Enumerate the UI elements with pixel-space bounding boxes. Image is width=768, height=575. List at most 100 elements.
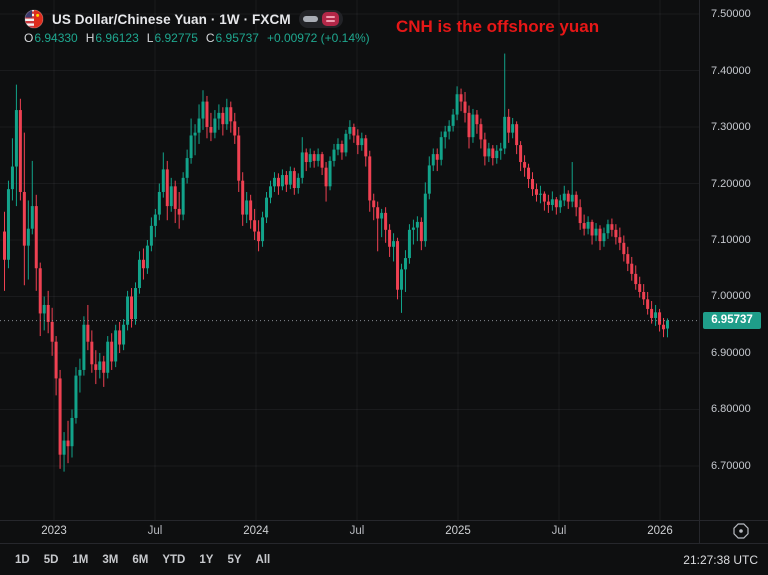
axis-settings-icon[interactable]	[733, 523, 749, 539]
candle-body	[253, 220, 257, 232]
candle-body	[665, 320, 669, 329]
candlestick-plot[interactable]	[0, 0, 768, 520]
candle-body	[626, 254, 630, 264]
candle-body	[3, 231, 6, 260]
candle-body	[161, 169, 165, 192]
range-button-1y[interactable]: 1Y	[199, 553, 214, 566]
symbol-title[interactable]: US Dollar/Chinese Yuan · 1W · FXCM	[52, 11, 291, 27]
candle-body	[126, 296, 130, 325]
candle-body	[531, 178, 535, 190]
time-axis[interactable]: 2023 Jul 2024 Jul 2025 Jul 2026	[0, 520, 768, 544]
range-button-3m[interactable]: 3M	[102, 553, 119, 566]
candle-body	[106, 341, 110, 373]
candle-body	[312, 154, 316, 161]
candle-body	[443, 131, 447, 138]
candle-body	[280, 175, 284, 187]
high-label: H	[85, 31, 95, 45]
price-tick-label: 7.10000	[711, 234, 751, 246]
candle-body	[205, 101, 209, 128]
range-button-6m[interactable]: 6M	[132, 553, 149, 566]
candle-body	[177, 208, 181, 215]
candle-body	[201, 101, 205, 119]
candle-body	[245, 200, 249, 215]
price-tick-label: 6.70000	[711, 459, 751, 472]
candle-body	[296, 177, 300, 189]
candle-body	[594, 228, 598, 236]
candle-body	[403, 258, 407, 270]
candle-body	[546, 201, 550, 205]
time-tick-label: 2026	[647, 525, 673, 537]
candle-body	[447, 125, 451, 132]
candle-body	[98, 361, 102, 370]
candle-body	[86, 324, 90, 342]
candle-body	[185, 158, 189, 178]
price-tick-label: 7.50000	[711, 8, 751, 20]
candle-body	[268, 186, 272, 198]
candle-body	[534, 189, 538, 195]
candle-body	[487, 148, 491, 157]
candle-body	[515, 124, 519, 146]
candle-body	[332, 149, 336, 161]
candle-body	[523, 162, 527, 168]
candle-body	[340, 143, 344, 153]
range-button-1m[interactable]: 1M	[72, 553, 89, 566]
range-button-all[interactable]: All	[255, 553, 271, 566]
chart-annotation: CNH is the offshore yuan	[396, 17, 600, 36]
time-tick-label: Jul	[551, 525, 567, 537]
price-axis[interactable]: 6.95737 7.50000 7.40000 7.30000 7.20000 7.10…	[699, 0, 768, 543]
candle-body	[272, 177, 276, 187]
candle-body	[570, 194, 574, 202]
candle-body	[388, 229, 392, 247]
candle-body	[538, 193, 542, 195]
candle-body	[276, 177, 280, 187]
candle-body	[423, 193, 427, 242]
candle-body	[288, 171, 292, 185]
range-button-ytd[interactable]: YTD	[162, 553, 186, 566]
candle-body	[356, 135, 360, 146]
open-label: O	[24, 31, 34, 45]
price-tick-label: 7.00000	[711, 290, 751, 303]
time-tick-label: Jul	[147, 525, 163, 537]
usd-cnh-flag-icon[interactable]	[24, 9, 44, 29]
candle-body	[431, 154, 435, 166]
candle-body	[328, 160, 332, 187]
candle-body	[50, 321, 54, 342]
collapse-dash-icon[interactable]	[302, 16, 318, 22]
candle-body	[554, 199, 558, 208]
candle-body	[300, 152, 304, 178]
candle-body	[122, 324, 126, 345]
candle-body	[14, 110, 18, 167]
candle-body	[18, 110, 22, 192]
price-tick-label: 6.80000	[711, 403, 751, 416]
candle-body	[372, 200, 376, 208]
candle-body	[364, 138, 368, 157]
close-value: 6.95737	[215, 31, 259, 45]
price-tick-label: 7.30000	[711, 121, 751, 133]
candle-body	[145, 245, 149, 269]
clock-utc[interactable]: 21:27:38 UTC	[683, 552, 758, 567]
candle-body	[26, 228, 30, 246]
range-button-5d[interactable]: 5D	[43, 553, 59, 566]
candle-body	[574, 194, 578, 208]
time-tick-label: 2023	[41, 525, 67, 537]
details-menu-icon[interactable]	[321, 12, 339, 26]
candle-body	[427, 165, 431, 194]
candle-body	[392, 241, 396, 247]
candle-body	[483, 139, 487, 157]
candle-body	[114, 330, 118, 362]
range-button-5y[interactable]: 5Y	[227, 553, 242, 566]
change-value: +0.00972 (+0.14%)	[266, 31, 370, 45]
candle-body	[491, 148, 495, 159]
candle-body	[400, 269, 403, 290]
candle-body	[344, 133, 348, 153]
candle-body	[308, 154, 312, 163]
candle-body	[102, 361, 106, 373]
price-tick-label: 7.40000	[711, 64, 751, 77]
header-toggle-pills	[298, 10, 343, 28]
candle-body	[233, 121, 237, 136]
candle-body	[662, 324, 666, 330]
range-button-1d[interactable]: 1D	[15, 553, 30, 566]
candle-body	[542, 193, 546, 202]
candle-body	[6, 189, 10, 260]
candle-body	[153, 214, 157, 226]
